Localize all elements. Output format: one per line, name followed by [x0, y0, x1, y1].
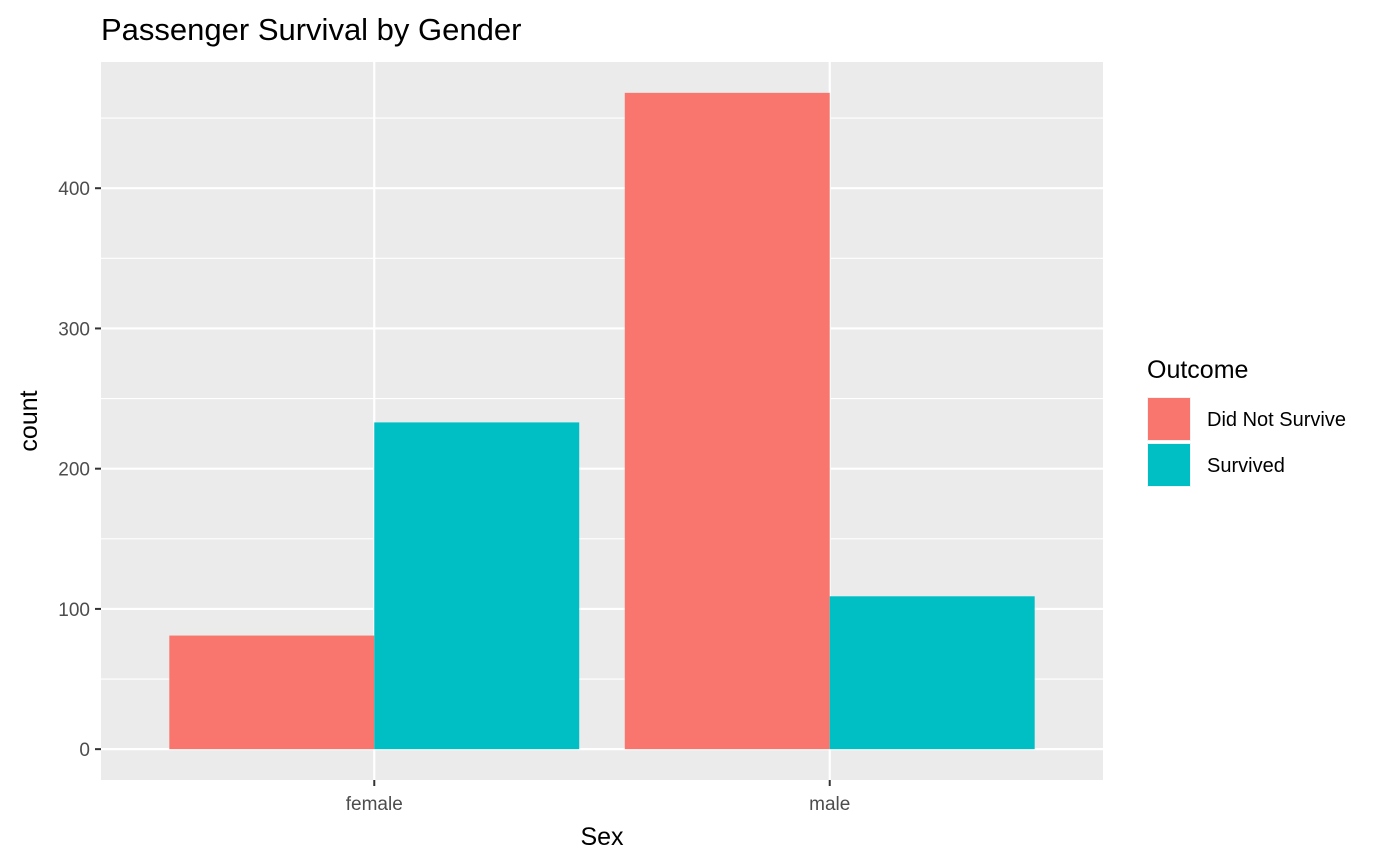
x-tick-label: male	[809, 794, 850, 815]
bar-female-did-not-survive	[169, 635, 375, 750]
bar-female-survived	[374, 422, 580, 750]
chart-title: Passenger Survival by Gender	[101, 12, 521, 47]
x-axis: female male	[346, 780, 850, 815]
y-axis-title: count	[15, 390, 43, 451]
y-tick-label: 100	[58, 600, 90, 621]
x-tick-label: female	[346, 794, 403, 815]
bar-male-did-not-survive	[624, 92, 830, 750]
y-axis: 0 100 200 300 400	[58, 179, 101, 761]
y-tick-label: 400	[58, 179, 90, 200]
bar-male-survived	[829, 596, 1035, 750]
y-tick-label: 200	[58, 460, 90, 481]
legend-key-swatch	[1148, 398, 1190, 440]
bars	[169, 92, 1035, 750]
legend-label: Survived	[1207, 455, 1285, 477]
legend: Outcome Did Not Survive Survived	[1147, 356, 1346, 487]
y-tick-label: 300	[58, 319, 90, 340]
y-tick-label: 0	[79, 740, 90, 761]
legend-label: Did Not Survive	[1207, 409, 1346, 431]
legend-title: Outcome	[1147, 356, 1248, 384]
legend-key-swatch	[1148, 444, 1190, 486]
x-axis-title: Sex	[580, 823, 624, 851]
